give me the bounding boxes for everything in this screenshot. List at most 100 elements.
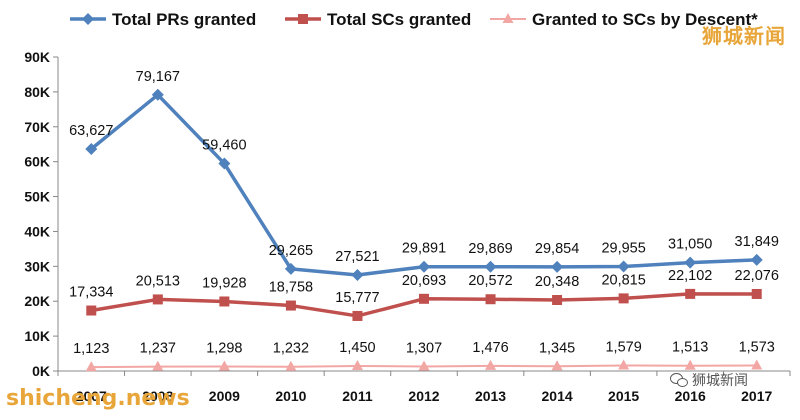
data-label: 1,579 xyxy=(605,339,641,355)
x-tick-label: 2011 xyxy=(342,388,373,404)
legend-marker xyxy=(502,13,514,23)
wechat-icon xyxy=(670,373,688,387)
data-label: 1,450 xyxy=(339,340,375,356)
data-label: 63,627 xyxy=(69,123,113,139)
data-label: 1,298 xyxy=(206,340,242,356)
data-label: 20,348 xyxy=(535,274,579,290)
data-point xyxy=(751,359,763,370)
data-label: 20,513 xyxy=(136,273,180,289)
x-tick-label: 2013 xyxy=(475,388,506,404)
watermark-social-text: 狮城新闻 xyxy=(692,373,748,389)
data-point xyxy=(85,361,97,372)
data-point xyxy=(551,260,564,273)
data-label: 1,307 xyxy=(406,340,442,356)
data-label: 31,050 xyxy=(668,237,712,253)
data-point xyxy=(685,288,696,299)
data-label: 29,955 xyxy=(601,240,645,256)
watermark-social: 狮城新闻 xyxy=(670,370,748,390)
x-tick-label: 2012 xyxy=(408,388,439,404)
legend-label: Granted to SCs by Descent* xyxy=(532,10,758,29)
data-point xyxy=(751,288,762,299)
data-label: 1,123 xyxy=(73,341,109,357)
watermark-top: 狮城新闻 xyxy=(702,24,786,48)
data-point xyxy=(618,293,629,304)
data-point xyxy=(418,260,430,273)
data-point xyxy=(750,253,763,266)
data-label: 1,476 xyxy=(472,340,508,356)
data-point xyxy=(85,143,98,156)
data-label: 1,573 xyxy=(739,340,775,356)
x-tick-label: 2014 xyxy=(542,388,573,404)
data-point xyxy=(552,295,563,306)
data-point xyxy=(219,296,230,307)
data-label: 1,513 xyxy=(672,340,708,356)
data-label: 79,167 xyxy=(136,69,180,85)
x-tick-label: 2008 xyxy=(142,388,173,404)
data-point xyxy=(684,256,697,269)
legend-label: Total PRs granted xyxy=(112,10,256,29)
y-tick-label: 50K xyxy=(24,189,50,205)
data-labels: 63,627 79,167 59,460 29,265 27,521 29,891 29,8… xyxy=(69,69,779,357)
legend-label: Total SCs granted xyxy=(327,10,471,29)
y-tick-label: 40K xyxy=(24,223,50,239)
data-point xyxy=(484,260,497,273)
data-point xyxy=(218,157,231,170)
data-point xyxy=(351,359,363,370)
data-label: 1,345 xyxy=(539,340,575,356)
data-label: 1,237 xyxy=(140,341,176,357)
x-tick-label: 2016 xyxy=(675,388,706,404)
data-point xyxy=(285,360,297,371)
data-label: 59,460 xyxy=(202,138,246,154)
data-point xyxy=(152,360,164,371)
y-tick-label: 90K xyxy=(24,49,50,65)
data-label: 31,849 xyxy=(735,234,779,250)
data-label: 20,572 xyxy=(468,273,512,289)
data-label: 17,334 xyxy=(69,285,113,301)
y-tick-label: 10K xyxy=(24,328,50,344)
data-point xyxy=(617,260,630,273)
data-label: 1,232 xyxy=(273,341,309,357)
y-tick-label: 20K xyxy=(24,293,50,309)
data-label: 29,891 xyxy=(402,241,446,257)
x-tick-label: 2009 xyxy=(209,388,240,404)
data-point xyxy=(284,262,297,275)
data-point xyxy=(684,359,696,370)
data-point xyxy=(551,360,563,371)
data-label: 29,854 xyxy=(535,241,579,257)
legend-marker xyxy=(82,13,94,25)
series-lines xyxy=(90,93,757,369)
data-label: 20,815 xyxy=(601,272,645,288)
data-point xyxy=(351,268,364,281)
watermark-bottom: shicheng.news xyxy=(6,386,190,411)
y-tick-label: 70K xyxy=(24,119,50,135)
data-label: 19,928 xyxy=(202,275,246,291)
axes: 0K 10K 20K 30K 40K 50K 60K 70K 80K 90K 2007 2008 200… xyxy=(24,49,791,404)
data-point xyxy=(151,88,164,101)
legend: Total PRs granted Total SCs granted Grante… xyxy=(70,10,758,29)
data-label: 29,869 xyxy=(468,241,512,257)
data-point xyxy=(485,359,497,370)
series-markers xyxy=(85,88,763,372)
data-point xyxy=(218,360,230,371)
data-label: 29,265 xyxy=(269,243,313,259)
data-point xyxy=(485,294,496,305)
data-label: 27,521 xyxy=(335,249,379,265)
data-point xyxy=(618,359,630,370)
y-tick-label: 30K xyxy=(24,258,50,274)
data-point xyxy=(86,305,97,316)
x-tick-label: 2007 xyxy=(76,388,107,404)
data-label: 15,777 xyxy=(335,290,379,306)
data-label: 22,076 xyxy=(735,268,779,284)
x-tick-label: 2015 xyxy=(608,388,639,404)
x-tick-label: 2010 xyxy=(275,388,306,404)
x-tick-label: 2017 xyxy=(741,388,772,404)
y-tick-label: 80K xyxy=(24,84,50,100)
data-point xyxy=(152,294,163,305)
data-label: 20,693 xyxy=(402,273,446,289)
data-point xyxy=(352,310,363,321)
y-tick-label: 60K xyxy=(24,154,50,170)
data-label: 18,758 xyxy=(269,280,313,296)
data-point xyxy=(419,293,429,304)
data-point xyxy=(418,360,430,371)
